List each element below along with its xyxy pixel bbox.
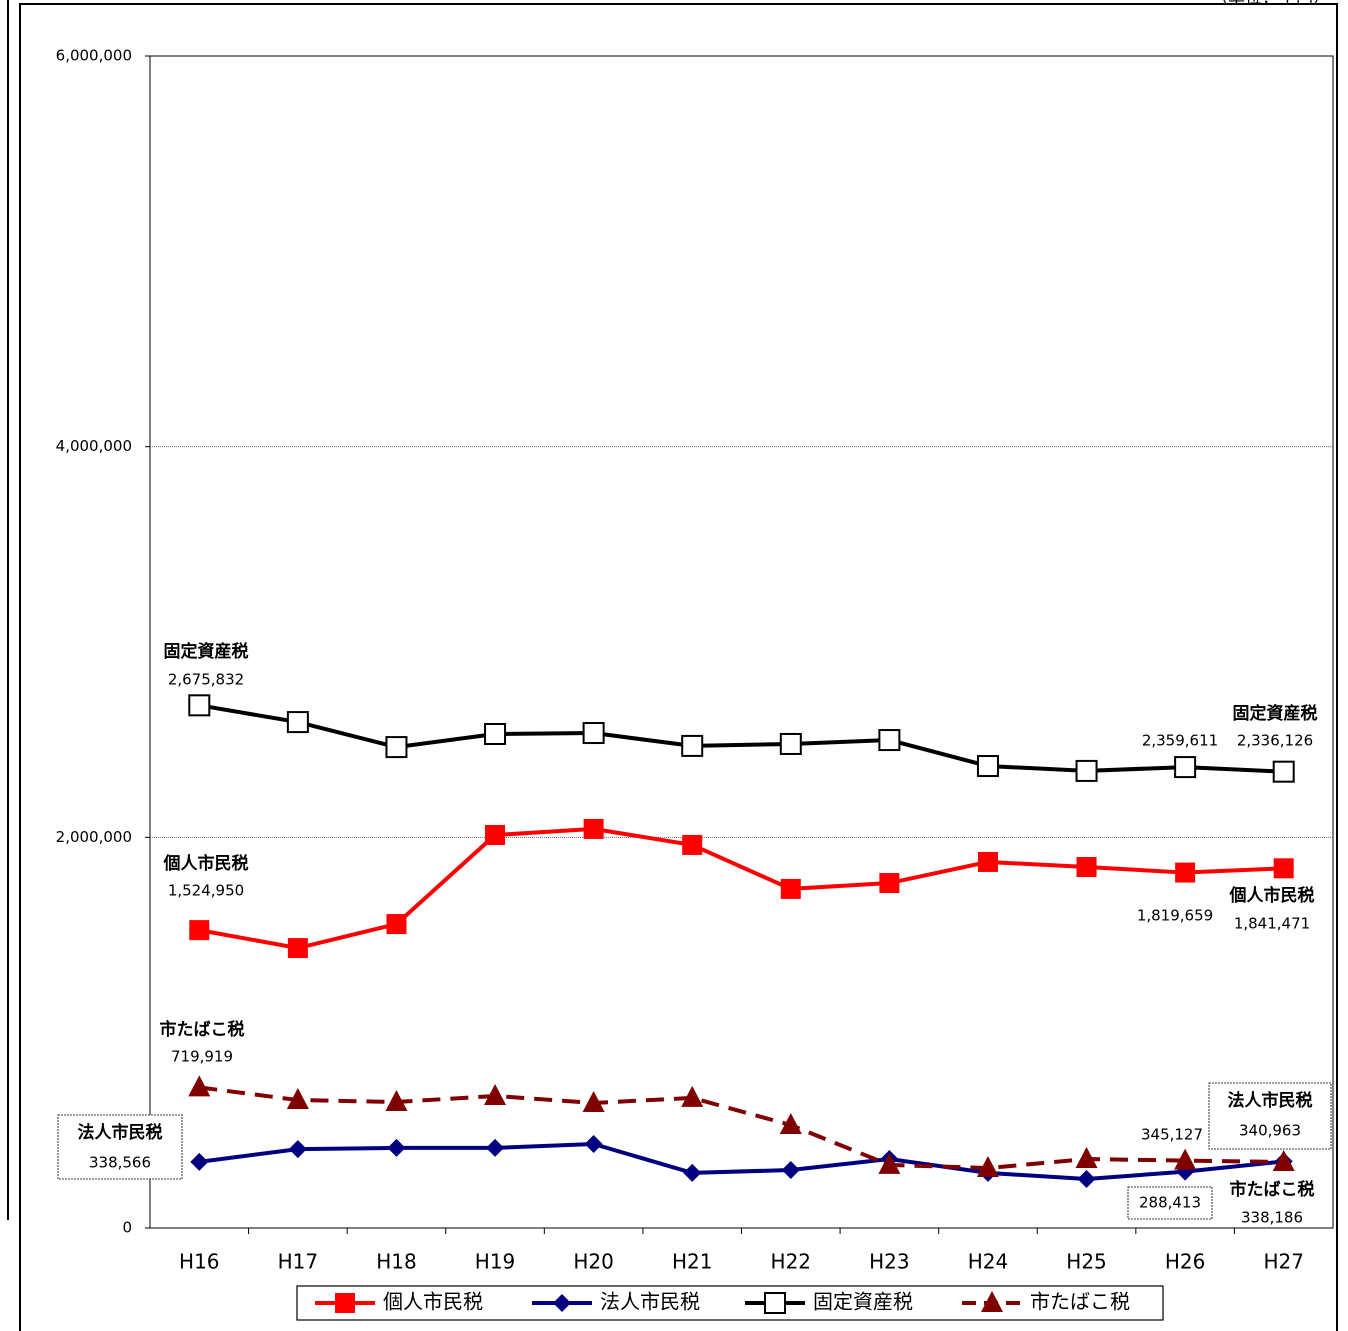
marker [1273, 858, 1294, 879]
marker [779, 732, 802, 755]
marker [335, 1293, 355, 1313]
label-box [1127, 1186, 1213, 1220]
series-line [198, 826, 1284, 951]
marker [1174, 756, 1197, 779]
label-series-name: 法人市民税 [1228, 1090, 1313, 1111]
marker [1272, 1149, 1295, 1171]
marker [977, 851, 998, 872]
marker [484, 723, 507, 746]
marker [1075, 759, 1098, 782]
marker [582, 1090, 605, 1112]
x-tick-label: H21 [672, 1250, 713, 1274]
marker [387, 1138, 406, 1157]
legend-label: 固定資産税 [813, 1290, 913, 1314]
label-series-name: 個人市民税 [1229, 885, 1315, 906]
x-tick-label: H23 [869, 1250, 910, 1274]
marker [780, 878, 801, 899]
marker [1075, 1147, 1098, 1169]
marker [976, 755, 999, 778]
label-series-name: 法人市民税 [78, 1122, 163, 1143]
marker [1174, 1148, 1197, 1170]
label-series-name: 固定資産税 [164, 641, 249, 662]
marker [1076, 857, 1097, 878]
marker [286, 711, 309, 734]
marker [583, 818, 604, 839]
marker [779, 1113, 802, 1135]
marker [484, 1083, 507, 1105]
marker [683, 1163, 702, 1182]
marker [190, 1152, 209, 1171]
value-label: 719,919 [171, 1048, 233, 1066]
marker [288, 1140, 307, 1159]
value-label: 2,336,126 [1237, 732, 1313, 750]
marker [1077, 1169, 1096, 1188]
unit-note: （単位：千円） [1211, 0, 1330, 8]
marker [981, 1291, 1003, 1312]
value-label: 288,413 [1139, 1194, 1201, 1212]
chart-frame [19, 3, 1338, 1331]
x-tick-label: H16 [179, 1250, 220, 1274]
value-label: 338,186 [1241, 1209, 1303, 1227]
marker [681, 734, 704, 757]
series-line [199, 1141, 1284, 1181]
x-tick-label: H25 [1066, 1250, 1107, 1274]
label-box [1208, 1082, 1332, 1150]
label-series-name: 市たばこ税 [1230, 1179, 1315, 1200]
x-tick-label: H24 [968, 1250, 1009, 1274]
plot-area [149, 55, 1334, 1229]
marker [553, 1294, 571, 1312]
legend-label: 法人市民税 [600, 1290, 700, 1314]
y-tick-label: 0 [122, 1219, 132, 1237]
value-label: 1,524,950 [168, 882, 244, 900]
marker [386, 914, 407, 935]
label-series-name: 市たばこ税 [160, 1019, 245, 1040]
value-label: 338,566 [89, 1154, 151, 1172]
marker [1272, 760, 1295, 783]
marker [1175, 862, 1196, 883]
marker [582, 722, 605, 745]
marker [385, 1090, 408, 1112]
series-line [199, 1085, 1284, 1171]
marker [287, 938, 308, 959]
y-tick-label: 2,000,000 [56, 828, 132, 846]
y-tick-label: 6,000,000 [56, 47, 132, 65]
marker [485, 824, 506, 845]
label-series-name: 個人市民税 [163, 853, 249, 874]
marker [764, 1292, 786, 1314]
legend-label: 個人市民税 [383, 1290, 483, 1314]
marker [188, 694, 211, 717]
marker [878, 1152, 901, 1174]
x-tick-label: H17 [278, 1250, 319, 1274]
marker [781, 1160, 800, 1179]
value-label: 1,841,471 [1234, 915, 1310, 933]
y-tick-label: 4,000,000 [56, 437, 132, 455]
x-tick-label: H22 [771, 1250, 812, 1274]
value-label: 2,359,611 [1142, 732, 1218, 750]
value-label: 345,127 [1141, 1126, 1203, 1144]
x-tick-label: H27 [1263, 1250, 1304, 1274]
marker [681, 1085, 704, 1107]
series-line [198, 703, 1284, 774]
x-tick-label: H19 [475, 1250, 516, 1274]
value-label: 2,675,832 [168, 671, 244, 689]
x-tick-label: H18 [376, 1250, 417, 1274]
marker [486, 1138, 505, 1157]
marker [878, 729, 901, 752]
marker [188, 1075, 211, 1097]
marker [189, 920, 210, 941]
label-box [57, 1114, 183, 1180]
legend-label: 市たばこ税 [1030, 1290, 1130, 1314]
label-series-name: 固定資産税 [1233, 703, 1318, 724]
marker [879, 873, 900, 894]
x-tick-label: H26 [1165, 1250, 1206, 1274]
x-tick-label: H20 [573, 1250, 614, 1274]
marker [584, 1135, 603, 1154]
marker [385, 736, 408, 759]
value-label: 1,819,659 [1137, 907, 1213, 925]
marker [682, 834, 703, 855]
marker [976, 1156, 999, 1178]
marker [286, 1088, 309, 1110]
value-label: 340,963 [1239, 1122, 1301, 1140]
